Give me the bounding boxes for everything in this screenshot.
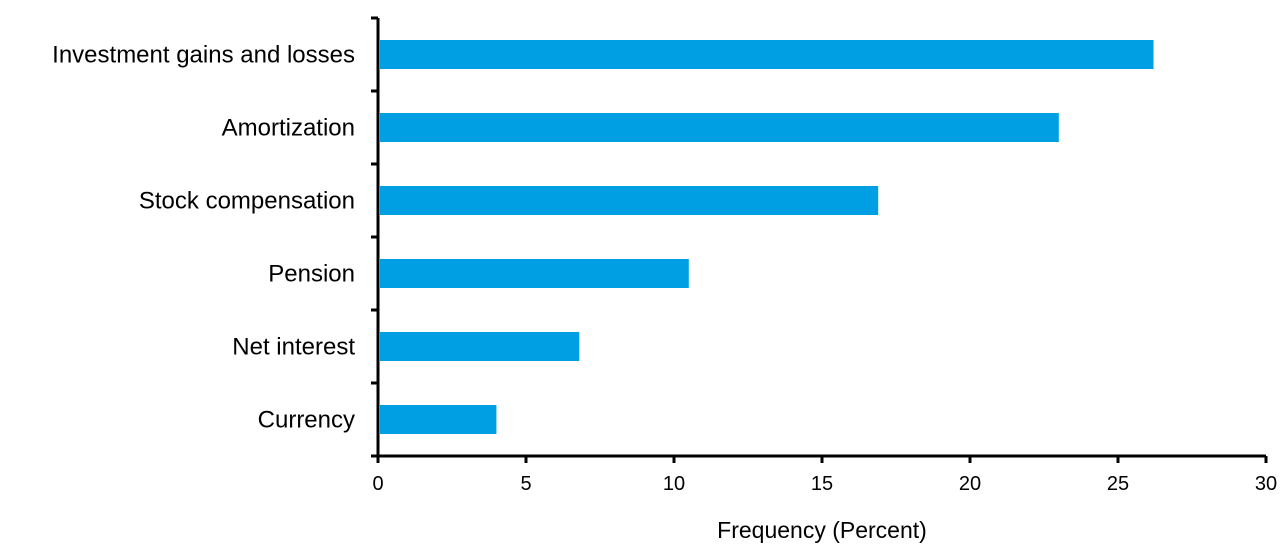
bar (380, 113, 1059, 142)
x-tick-label: 30 (1255, 473, 1277, 495)
x-tick-label: 5 (520, 473, 531, 495)
x-tick-label: 25 (1107, 473, 1129, 495)
bar (380, 405, 496, 434)
bar (380, 186, 878, 215)
category-label: Net interest (232, 334, 355, 361)
bar (380, 259, 689, 288)
x-tick-label: 10 (663, 473, 685, 495)
category-label: Amortization (222, 115, 355, 142)
category-label: Currency (258, 407, 355, 434)
x-axis-title: Frequency (Percent) (717, 517, 927, 543)
axes-group (371, 18, 1266, 463)
bars-group (380, 40, 1154, 434)
x-tick-label: 20 (959, 473, 981, 495)
category-label: Stock compensation (139, 188, 355, 215)
bar (380, 40, 1154, 69)
x-tick-label: 15 (811, 473, 833, 495)
x-tick-label: 0 (372, 473, 383, 495)
category-label: Investment gains and losses (52, 42, 355, 69)
bar (380, 332, 579, 361)
category-label: Pension (268, 261, 355, 288)
